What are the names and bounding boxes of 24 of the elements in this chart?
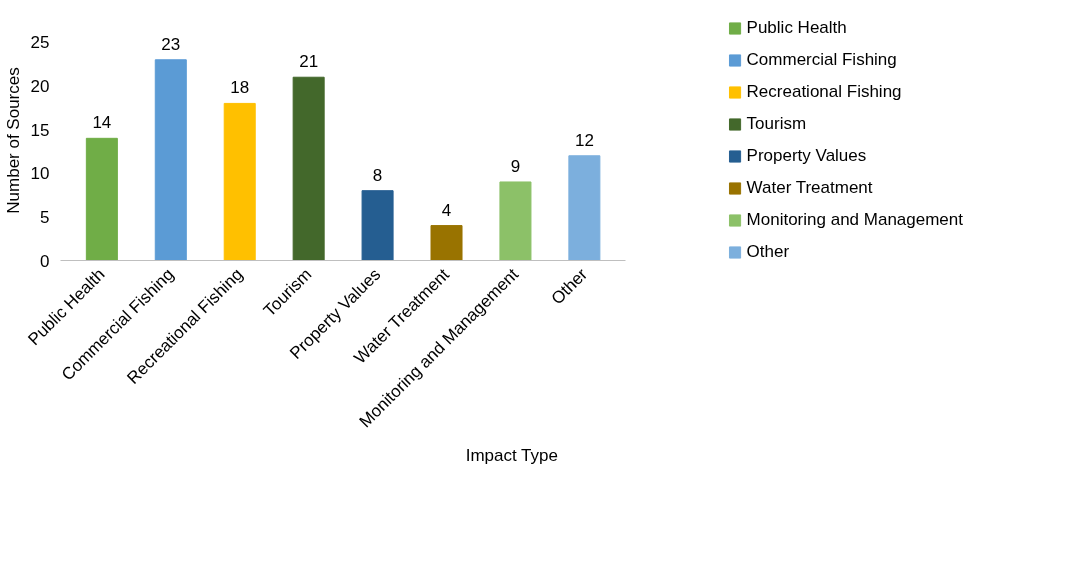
legend-label: Public Health: [746, 19, 847, 38]
data-label: 9: [510, 156, 521, 176]
y-axis-title: Number of Sources: [3, 67, 23, 214]
data-label: 8: [372, 165, 383, 185]
y-tick-label: 0: [40, 251, 50, 271]
data-label: 23: [161, 34, 181, 54]
x-axis-title: Impact Type: [465, 445, 558, 465]
legend-label: Monitoring and Management: [746, 210, 963, 230]
legend-label: Other: [746, 242, 790, 262]
legend-label: Property Values: [746, 146, 867, 166]
legend-label: Recreational Fishing: [746, 82, 902, 102]
y-tick-label: 20: [30, 76, 50, 96]
y-tick-label: 5: [40, 207, 50, 227]
data-label: 14: [92, 113, 112, 133]
legend-label: Tourism: [746, 114, 807, 134]
y-tick-label: 15: [30, 120, 50, 140]
data-label: 21: [299, 52, 319, 72]
data-label: 12: [574, 130, 594, 150]
y-tick-label: 25: [30, 33, 50, 53]
legend-label: Water Treatment: [746, 178, 873, 198]
y-tick-label: 10: [30, 164, 50, 184]
data-label: 4: [441, 200, 452, 220]
legend-label: Commercial Fishing: [746, 50, 897, 70]
data-label: 18: [230, 78, 250, 98]
